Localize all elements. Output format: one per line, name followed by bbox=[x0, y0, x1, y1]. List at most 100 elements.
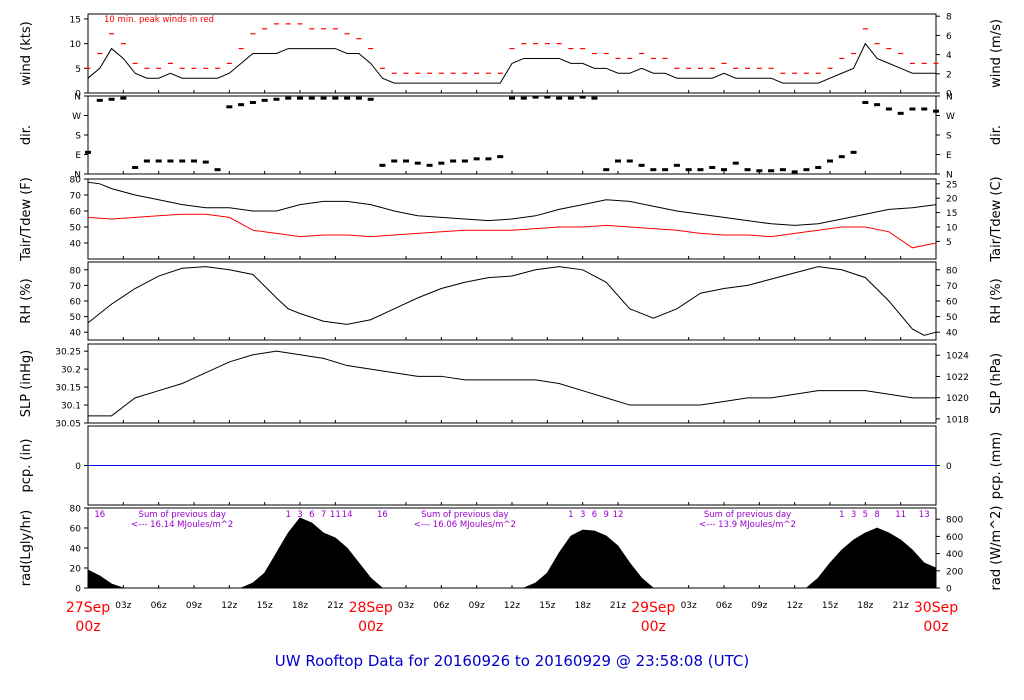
ytick-right-label: 80 bbox=[946, 266, 958, 276]
ylabel-right-pcp: pcp. (mm) bbox=[989, 432, 1004, 499]
dir-point bbox=[874, 103, 881, 107]
ytick-left-label: 60 bbox=[70, 525, 82, 535]
dir-point bbox=[579, 95, 586, 99]
ylabel-left-pcp: pcp. (in) bbox=[19, 439, 34, 493]
dir-point bbox=[885, 107, 892, 111]
date-time-label: 00z bbox=[923, 619, 948, 635]
ytick-left-label: 60 bbox=[70, 208, 82, 218]
dir-point bbox=[414, 161, 421, 165]
dir-label-left: N bbox=[74, 93, 81, 103]
dir-point bbox=[685, 168, 692, 172]
ytick-right-label: 1024 bbox=[946, 352, 969, 362]
dir-point bbox=[650, 168, 657, 172]
ytick-right-label: 8 bbox=[946, 13, 952, 23]
dir-point bbox=[285, 96, 292, 100]
dir-point bbox=[626, 159, 633, 163]
radiation-area bbox=[87, 517, 937, 589]
dir-point bbox=[108, 97, 115, 101]
dir-point bbox=[838, 155, 845, 159]
sunlight-hour-label: 5 bbox=[863, 510, 868, 520]
dir-label-left: S bbox=[75, 132, 81, 142]
ytick-left-label: 0 bbox=[75, 90, 81, 100]
ytick-right-label: 200 bbox=[946, 567, 963, 577]
ylabel-left-temp: Tair/Tdew (F) bbox=[19, 177, 34, 262]
rh-line bbox=[87, 266, 937, 336]
ylabel-right-rad: rad (W/m^2) bbox=[989, 506, 1004, 591]
xtick-label: 18z bbox=[857, 601, 873, 611]
dir-point bbox=[567, 96, 574, 100]
ytick-right-label: 600 bbox=[946, 533, 963, 543]
dir-point bbox=[132, 166, 139, 169]
radiation-sum-label: Sum of previous day bbox=[421, 510, 508, 520]
ytick-right-label: 0 bbox=[946, 462, 952, 472]
date-label: 29Sep bbox=[631, 600, 675, 616]
dir-point bbox=[191, 159, 197, 163]
ytick-right-label: 1018 bbox=[946, 415, 969, 425]
dir-label-right: N bbox=[946, 171, 953, 181]
sunlight-hour-label: 6 bbox=[592, 510, 597, 520]
dir-point bbox=[615, 159, 621, 163]
ytick-right-label: 10 bbox=[946, 224, 958, 234]
date-time-label: 00z bbox=[75, 619, 100, 635]
dir-point bbox=[202, 160, 209, 164]
ytick-right-label: 40 bbox=[946, 329, 958, 339]
dir-point bbox=[662, 168, 669, 172]
ytick-left-label: 30.05 bbox=[55, 420, 81, 430]
air-temperature-line bbox=[87, 181, 937, 226]
xtick-label: 06z bbox=[716, 601, 732, 611]
panel-dir: dir. dir.N NE ES SW WN N bbox=[19, 93, 1004, 181]
radiation-sum-label: <--- 13.9 MJoules/m^2 bbox=[699, 520, 796, 530]
dir-label-right: N bbox=[946, 93, 953, 103]
xtick-label: 15z bbox=[257, 601, 273, 611]
xtick-label: 12z bbox=[787, 601, 803, 611]
sunlight-hour-label: 6 bbox=[309, 510, 314, 520]
wind-line bbox=[87, 42, 936, 84]
ytick-right-label: 4 bbox=[946, 51, 952, 61]
dir-point bbox=[179, 159, 186, 163]
dir-point bbox=[485, 157, 492, 161]
ylabel-right-slp: SLP (hPa) bbox=[989, 353, 1004, 414]
dir-point bbox=[756, 169, 763, 173]
panel-rad: rad(Lgly/hr) rad (W/m^2)02040608002004006… bbox=[19, 505, 1004, 595]
dir-point bbox=[556, 96, 563, 100]
panel-frame-wind bbox=[87, 13, 937, 94]
dir-point bbox=[520, 96, 527, 100]
dir-point bbox=[438, 161, 445, 165]
ytick-right-label: 60 bbox=[946, 298, 958, 308]
ylabel-left-rad: rad(Lgly/hr) bbox=[19, 510, 34, 586]
panel-temp: Tair/Tdew (F) Tair/Tdew (C) 40 50 60 70 80 5 10 1… bbox=[19, 176, 1004, 263]
dir-point bbox=[320, 96, 327, 100]
ytick-left-label: 70 bbox=[70, 282, 82, 292]
dir-point bbox=[85, 150, 91, 154]
dir-point bbox=[426, 163, 433, 167]
dir-point bbox=[744, 168, 751, 172]
dir-point bbox=[297, 96, 303, 100]
dir-point bbox=[721, 168, 727, 172]
ytick-right-label: 400 bbox=[946, 550, 963, 560]
ytick-right-label: 6 bbox=[946, 32, 952, 42]
date-label: 30Sep bbox=[914, 600, 958, 616]
dir-point bbox=[709, 166, 716, 169]
xtick-label: 12z bbox=[221, 601, 237, 611]
ytick-left-label: 15 bbox=[70, 15, 81, 25]
ytick-left-label: 80 bbox=[70, 266, 82, 276]
dir-point bbox=[603, 168, 610, 172]
sunlight-hour-label: 16 bbox=[377, 510, 388, 520]
dir-point bbox=[638, 163, 645, 167]
ytick-right-label: 50 bbox=[946, 313, 958, 323]
ytick-left-label: 0 bbox=[75, 462, 81, 472]
ytick-left-label: 30.2 bbox=[61, 366, 81, 376]
dir-point bbox=[921, 107, 928, 111]
dir-point bbox=[143, 159, 150, 163]
dir-point bbox=[791, 170, 798, 174]
panel-frame-dir bbox=[87, 95, 937, 175]
radiation-sum-label: Sum of previous day bbox=[704, 510, 791, 520]
date-time-label: 00z bbox=[641, 619, 666, 635]
ytick-left-label: 30.25 bbox=[55, 348, 81, 358]
xtick-label: 18z bbox=[292, 601, 308, 611]
ylabel-left-rh: RH (%) bbox=[19, 278, 34, 323]
ytick-left-label: 0 bbox=[75, 585, 81, 595]
dir-point bbox=[473, 157, 480, 161]
